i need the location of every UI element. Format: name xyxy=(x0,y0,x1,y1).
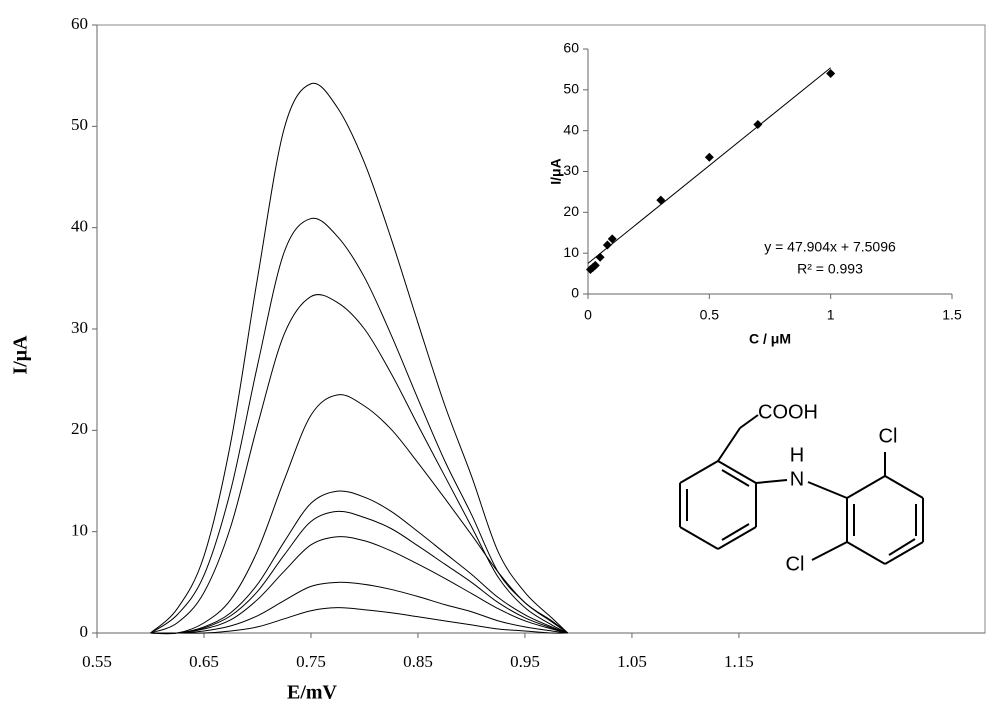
y-axis-title: I/μA xyxy=(548,158,564,184)
y-tick-label: 0 xyxy=(80,622,89,641)
x-tick-label: 0 xyxy=(584,307,592,323)
curve xyxy=(150,510,568,634)
y-axis-title: I/μA xyxy=(10,335,32,375)
y-tick-label: 0 xyxy=(571,285,579,301)
data-point xyxy=(590,260,600,270)
annotation: Cl xyxy=(786,553,805,575)
y-tick-label: 60 xyxy=(71,14,88,33)
y-tick-label: 20 xyxy=(563,203,579,219)
y-tick-label: 20 xyxy=(71,419,88,438)
curve xyxy=(150,394,569,635)
data-point xyxy=(704,152,714,162)
annotation: COOH xyxy=(758,401,818,423)
curve xyxy=(150,217,569,634)
x-tick-label: 0.65 xyxy=(189,652,219,671)
data-point xyxy=(656,195,666,205)
x-axis-title: E/mV xyxy=(287,682,338,704)
x-tick-label: 1.15 xyxy=(724,652,754,671)
data-point xyxy=(602,240,612,250)
x-tick-label: 0.55 xyxy=(82,652,112,671)
data-point xyxy=(607,234,617,244)
y-tick-label: 10 xyxy=(71,521,88,540)
r-squared: R² = 0.993 xyxy=(797,261,863,277)
annotation: Cl xyxy=(879,425,898,447)
y-tick-label: 30 xyxy=(563,162,579,178)
x-tick-label: 1.5 xyxy=(942,307,962,323)
x-tick-label: 0.95 xyxy=(510,652,540,671)
x-tick-label: 1.05 xyxy=(617,652,647,671)
x-tick-label: 0.5 xyxy=(700,307,720,323)
x-axis-title: C / μM xyxy=(749,331,791,347)
annotation: N xyxy=(790,468,804,490)
data-point xyxy=(826,69,836,78)
y-tick-label: 10 xyxy=(563,244,579,260)
curve xyxy=(150,82,569,634)
x-tick-label: 0.85 xyxy=(403,652,433,671)
annotation: H xyxy=(790,444,804,466)
trendline-equation: y = 47.904x + 7.5096 xyxy=(764,239,896,255)
y-tick-label: 30 xyxy=(71,318,88,337)
curve xyxy=(150,607,568,634)
curve xyxy=(150,536,568,634)
y-tick-label: 40 xyxy=(563,121,579,137)
y-tick-label: 50 xyxy=(71,115,88,134)
inset-background xyxy=(540,30,968,360)
x-tick-label: 0.75 xyxy=(296,652,326,671)
curve xyxy=(150,581,568,634)
y-tick-label: 50 xyxy=(563,81,579,97)
x-tick-label: 1 xyxy=(827,307,835,323)
data-point xyxy=(595,252,605,262)
trendline xyxy=(587,67,831,264)
data-point xyxy=(753,120,763,130)
curve xyxy=(150,294,568,634)
molecule xyxy=(679,414,924,565)
y-tick-label: 40 xyxy=(71,217,88,236)
curve xyxy=(150,490,568,634)
y-tick-label: 60 xyxy=(563,40,579,56)
